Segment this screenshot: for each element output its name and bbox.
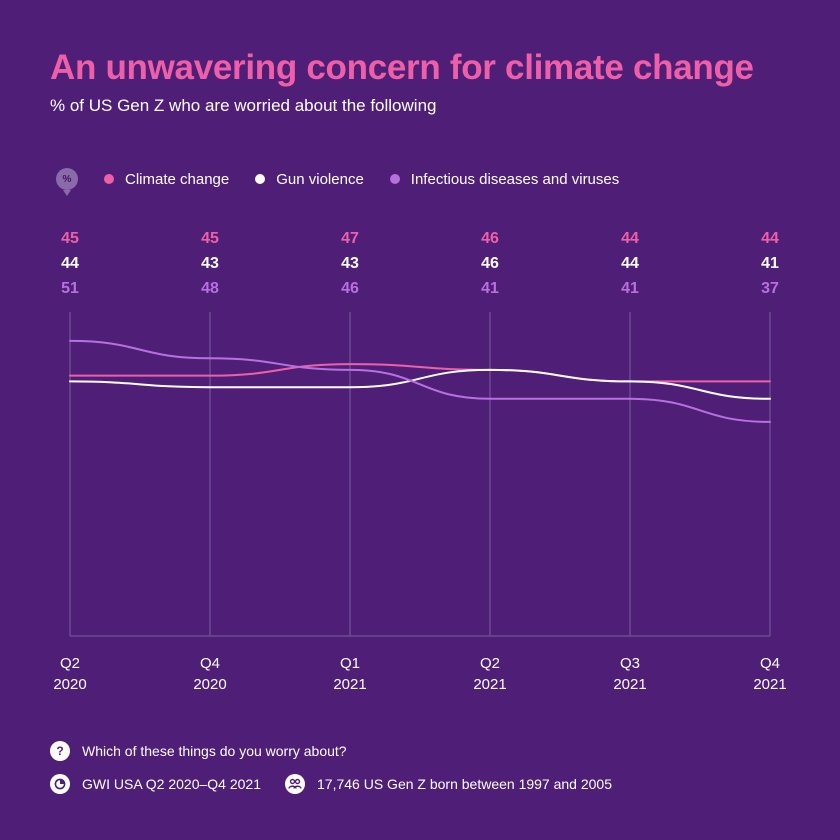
- legend: % Climate change Gun violence Infectious…: [56, 166, 645, 196]
- sample-text: 17,746 US Gen Z born between 1997 and 20…: [317, 776, 612, 792]
- data-label-climate-1: 45: [201, 230, 219, 247]
- x-tick-quarter-3: Q2: [480, 655, 500, 672]
- legend-item-infectious: Infectious diseases and viruses: [389, 170, 620, 188]
- data-label-infectious-1: 48: [201, 280, 219, 297]
- legend-item-climate: Climate change: [104, 171, 229, 188]
- x-tick-quarter-0: Q2: [60, 655, 80, 672]
- series-line-infectious: [69, 339, 771, 423]
- data-label-gun-1: 43: [201, 255, 219, 272]
- data-label-gun-0: 44: [61, 255, 79, 272]
- legend-label-infectious: Infectious diseases and viruses: [410, 170, 620, 188]
- legend-label-gun: Gun violence: [276, 170, 364, 188]
- x-tick-quarter-1: Q4: [200, 655, 220, 672]
- data-label-climate-3: 46: [481, 230, 499, 247]
- x-tick-year-1: 2020: [193, 676, 226, 693]
- data-label-climate-4: 44: [621, 230, 639, 247]
- legend-item-gun: Gun violence: [255, 171, 364, 188]
- data-label-gun-4: 44: [621, 255, 639, 272]
- data-label-infectious-0: 51: [61, 280, 79, 297]
- data-label-infectious-4: 41: [621, 280, 639, 297]
- chart-subtitle: % of US Gen Z who are worried about the …: [50, 96, 437, 115]
- legend-dot-gun: [255, 174, 266, 184]
- data-label-climate-0: 45: [61, 230, 79, 247]
- series-line-gun: [69, 368, 771, 400]
- x-tick-year-5: 2021: [753, 676, 786, 693]
- data-label-climate-5: 44: [761, 230, 779, 247]
- data-label-infectious-2: 46: [341, 280, 359, 297]
- x-tick-year-4: 2021: [613, 676, 646, 693]
- x-tick-quarter-4: Q3: [620, 655, 640, 672]
- footer-question: ? Which of these things do you worry abo…: [50, 741, 347, 761]
- footer-source: GWI USA Q2 2020–Q4 2021 17,746 US Gen Z …: [50, 774, 612, 794]
- source-text: GWI USA Q2 2020–Q4 2021: [82, 776, 261, 792]
- pie-chart-icon: [50, 774, 70, 794]
- x-tick-quarter-5: Q4: [760, 655, 780, 672]
- data-label-infectious-3: 41: [481, 280, 499, 297]
- question-icon: ?: [50, 741, 70, 761]
- x-tick-year-2: 2021: [333, 676, 366, 693]
- data-label-gun-2: 43: [341, 255, 359, 272]
- data-label-climate-2: 47: [341, 230, 359, 247]
- data-label-gun-3: 46: [481, 255, 499, 272]
- legend-dot-climate: [104, 174, 114, 184]
- percent-badge-icon: %: [56, 168, 78, 196]
- x-tick-quarter-2: Q1: [340, 655, 360, 672]
- question-text: Which of these things do you worry about…: [82, 743, 347, 759]
- x-tick-year-3: 2021: [473, 676, 506, 693]
- x-tick-year-0: 2020: [53, 676, 86, 693]
- chart-title: An unwavering concern for climate change: [50, 48, 754, 87]
- data-label-infectious-5: 37: [761, 280, 779, 297]
- legend-label-climate: Climate change: [125, 170, 230, 188]
- people-icon: [285, 774, 305, 794]
- legend-dot-infectious: [389, 174, 400, 184]
- data-label-gun-5: 41: [761, 255, 779, 272]
